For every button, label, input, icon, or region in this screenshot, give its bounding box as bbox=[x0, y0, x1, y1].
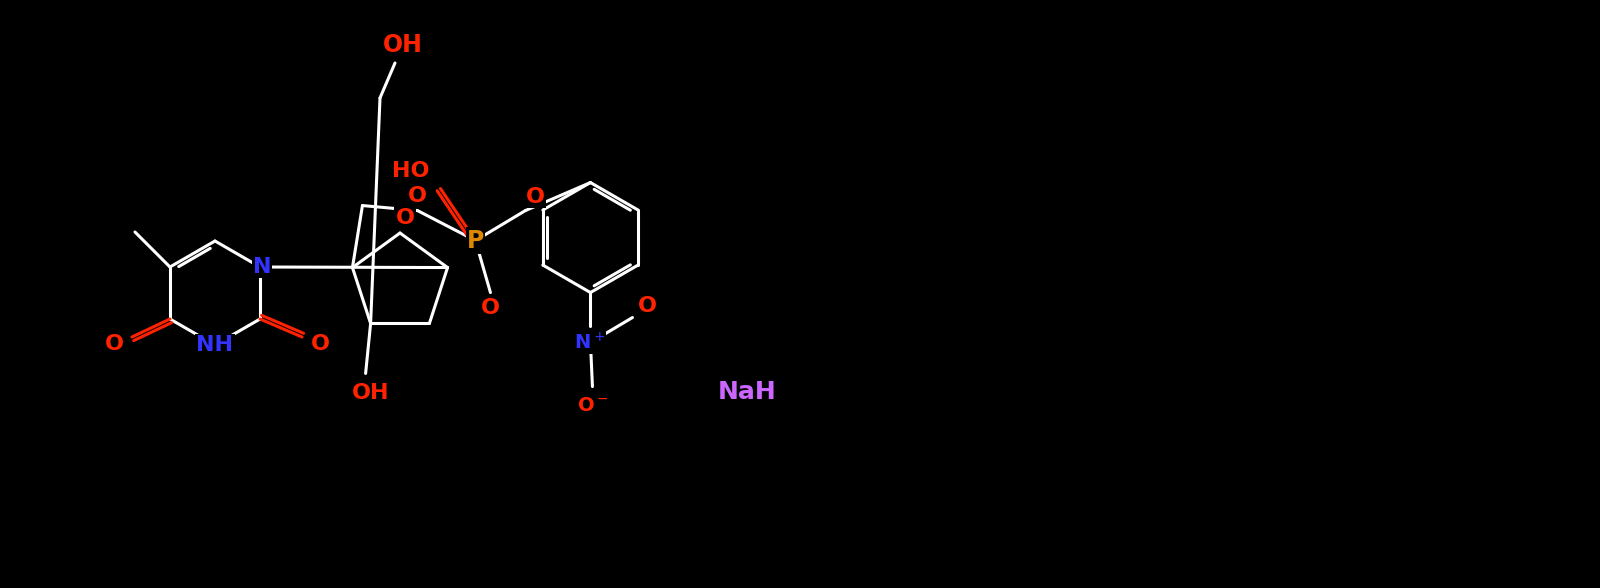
Text: O: O bbox=[104, 334, 123, 354]
Text: O: O bbox=[638, 296, 658, 316]
Text: NH: NH bbox=[197, 335, 234, 355]
Text: O$^-$: O$^-$ bbox=[576, 396, 608, 415]
Text: HO: HO bbox=[392, 161, 429, 181]
Text: N$^+$: N$^+$ bbox=[574, 332, 605, 353]
Text: NaH: NaH bbox=[718, 379, 778, 403]
Text: O: O bbox=[408, 186, 427, 206]
Text: P: P bbox=[467, 229, 485, 253]
Text: O: O bbox=[482, 298, 499, 318]
Text: O: O bbox=[395, 208, 414, 228]
Text: OH: OH bbox=[382, 33, 422, 57]
Text: OH: OH bbox=[352, 383, 389, 403]
Text: O: O bbox=[526, 186, 546, 206]
Text: O: O bbox=[310, 334, 330, 354]
Text: N: N bbox=[253, 257, 272, 277]
